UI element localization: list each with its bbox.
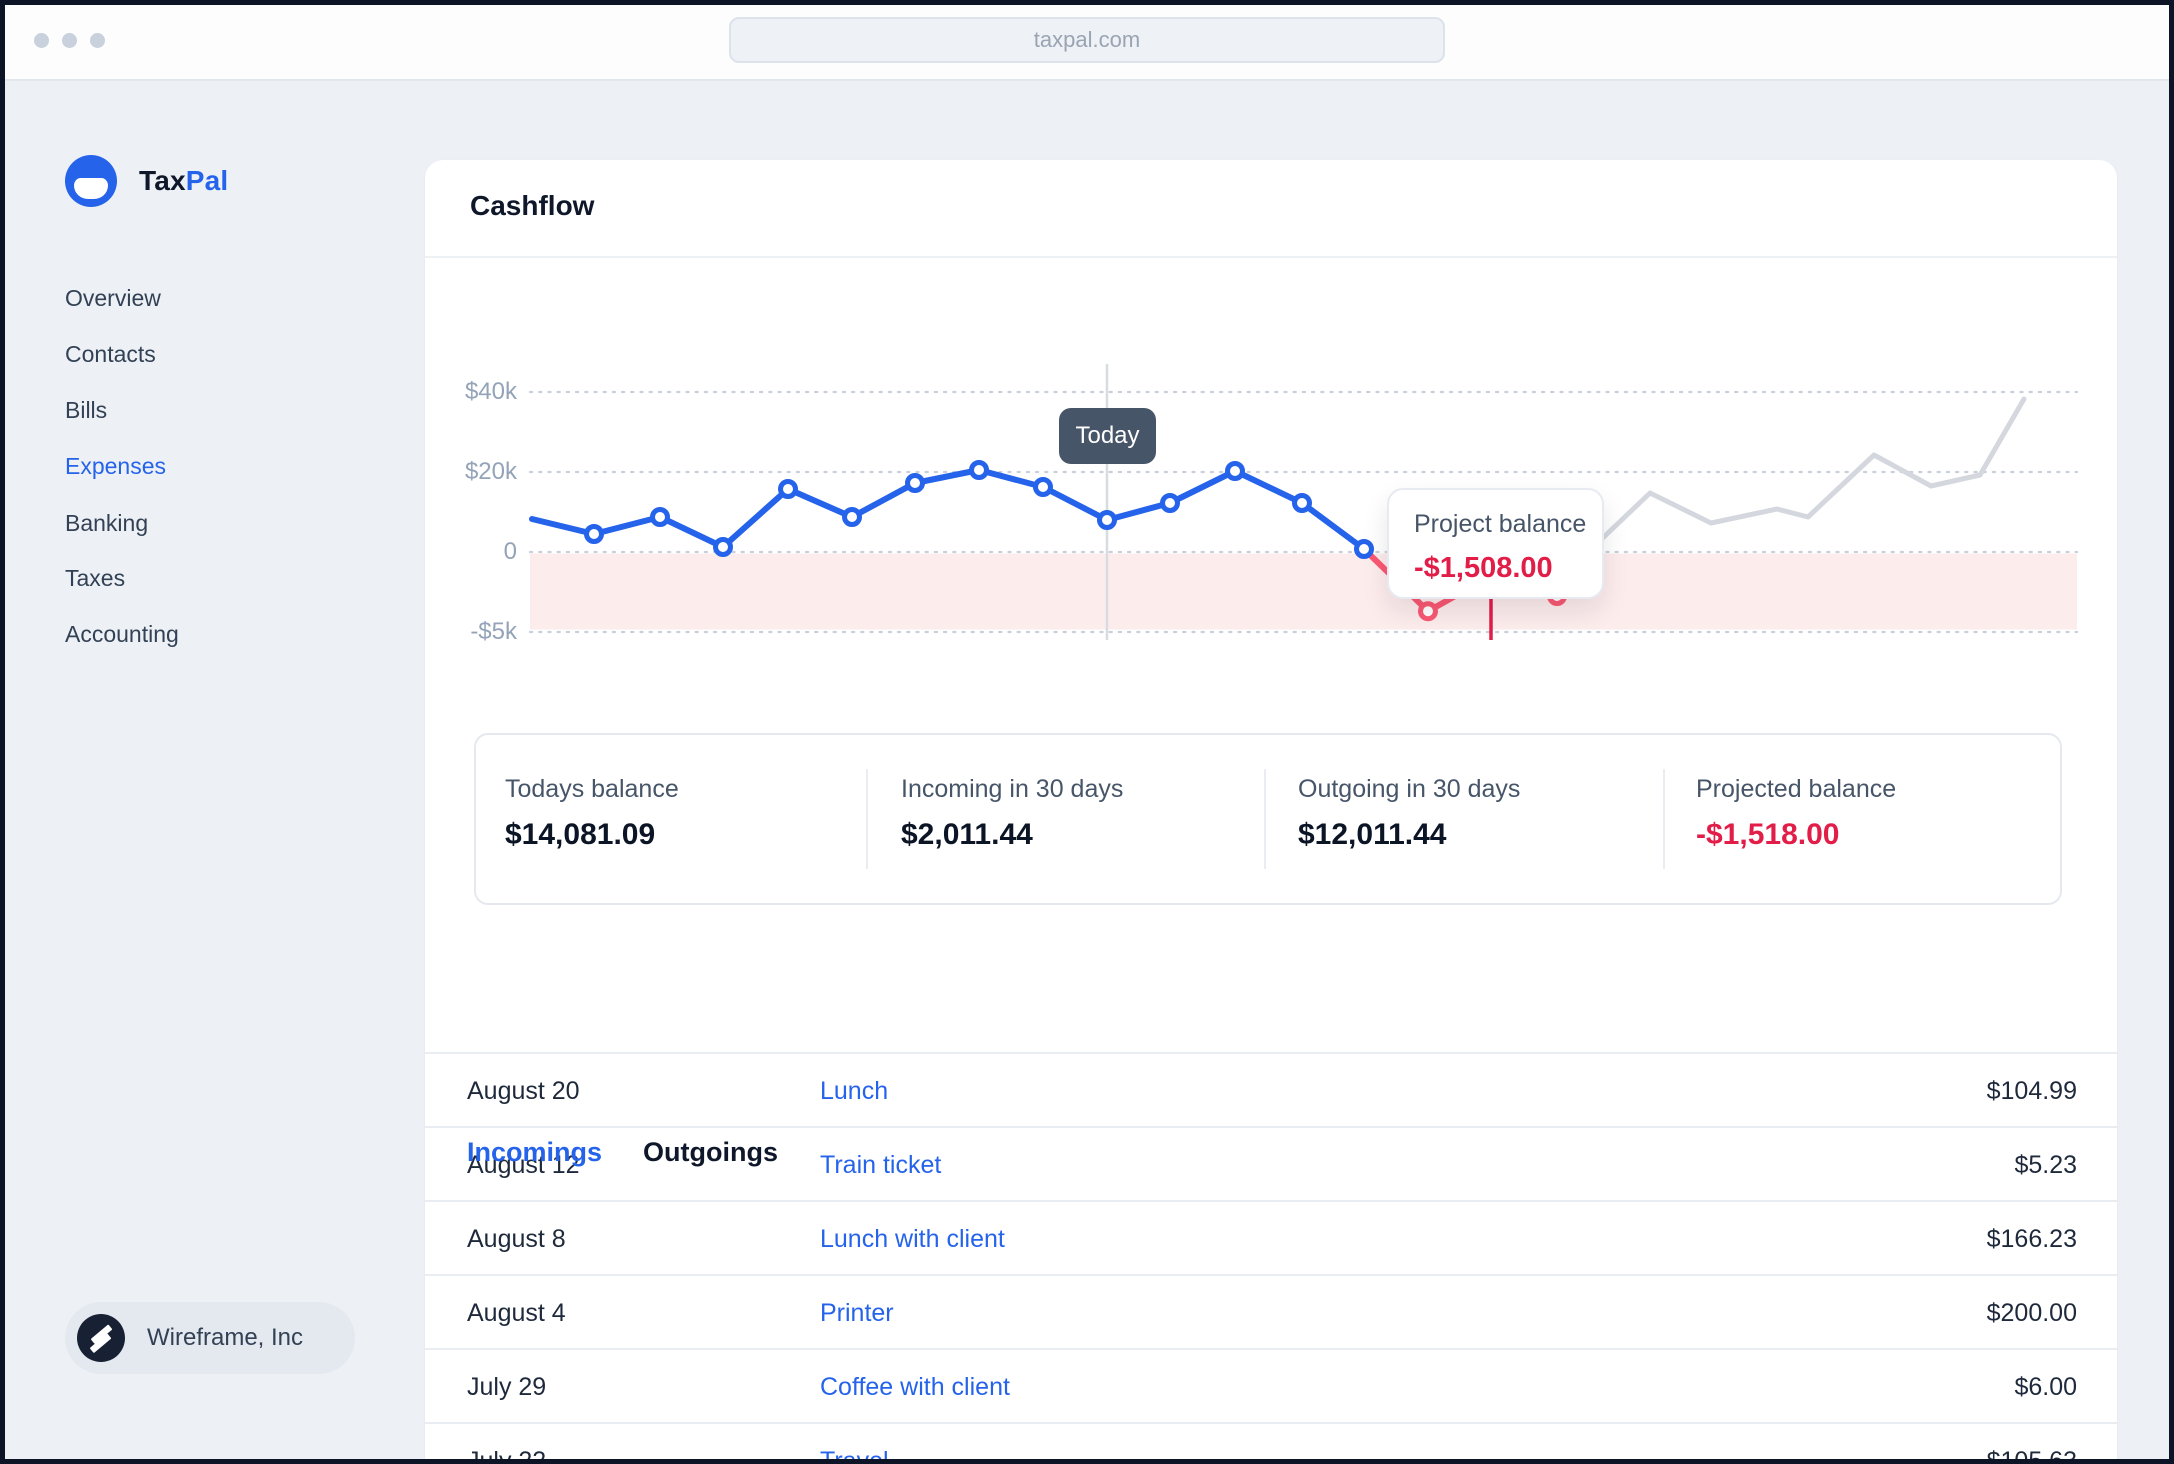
row-amount: $105.63: [1986, 1446, 2077, 1464]
stat-label: Incoming in 30 days: [901, 775, 1124, 803]
org-logo-icon: [77, 1314, 125, 1362]
row-date: August 8: [467, 1224, 566, 1253]
row-date: August 12: [467, 1150, 580, 1179]
table-row: July 29 Coffee with client $6.00: [425, 1350, 2117, 1424]
stat-label: Projected balance: [1696, 775, 1897, 803]
row-description-link[interactable]: Lunch: [820, 1076, 889, 1105]
row-amount: $5.23: [2014, 1150, 2077, 1179]
row-amount: $200.00: [1986, 1298, 2077, 1327]
stat-divider: [1663, 769, 1665, 869]
row-date: July 29: [467, 1372, 547, 1401]
browser-chrome: taxpal.com: [0, 0, 2174, 81]
table-row: July 22 Travel $105.63: [425, 1424, 2117, 1464]
card-header: Cashflow: [425, 160, 2117, 258]
address-bar[interactable]: taxpal.com: [729, 17, 1445, 63]
tab-incomings[interactable]: Incomings: [467, 1136, 603, 1167]
project-balance-tooltip: Project balance -$1,508.00: [1387, 488, 1604, 599]
org-name: Wireframe, Inc: [147, 1324, 304, 1351]
row-amount: $104.99: [1986, 1076, 2077, 1105]
sidebar-item-contacts[interactable]: Contacts: [65, 340, 156, 367]
project-balance-label: Project balance: [1414, 510, 1587, 538]
stat-value: -$1,518.00: [1696, 818, 1840, 851]
cashflow-chart[interactable]: $40k $20k 0 -$5k Today Project balance -$1,…: [425, 260, 2117, 680]
stat-label: Outgoing in 30 days: [1298, 775, 1521, 803]
row-amount: $166.23: [1986, 1224, 2077, 1253]
table-row: August 12 Train ticket $5.23: [425, 1128, 2117, 1202]
stat-incoming-in-30-days: Incoming in 30 days $2,011.44: [901, 775, 1123, 852]
sidebar-item-taxes[interactable]: Taxes: [65, 564, 126, 591]
summary-stats: Todays balance $14,081.09 Incoming in 30 d…: [474, 733, 2062, 905]
row-description-link[interactable]: Lunch with client: [820, 1224, 1005, 1253]
org-switcher[interactable]: Wireframe, Inc: [65, 1302, 355, 1374]
sidebar-item-expenses[interactable]: Expenses: [65, 452, 167, 479]
y-axis-tick: $40k: [464, 378, 517, 405]
taxpal-logo-icon: [65, 155, 117, 207]
row-description-link[interactable]: Printer: [820, 1298, 894, 1327]
stat-divider: [1264, 769, 1266, 869]
row-description-link[interactable]: Coffee with client: [820, 1372, 1010, 1401]
window-control-icon[interactable]: [90, 33, 105, 48]
chart-canvas: [528, 364, 2079, 640]
stat-projected-balance: Projected balance -$1,518.00: [1696, 775, 1896, 852]
y-axis-tick: $20k: [464, 458, 517, 485]
cashflow-card: Cashflow $40k $20k 0 -$5k Today Project bal…: [425, 160, 2117, 1464]
address-bar-url: taxpal.com: [1033, 27, 1141, 52]
stat-value: $12,011.44: [1298, 818, 1447, 851]
sidebar-item-accounting[interactable]: Accounting: [65, 620, 179, 647]
table-row: August 4 Printer $200.00: [425, 1276, 2117, 1350]
stat-value: $14,081.09: [505, 818, 656, 851]
y-axis-tick: 0: [503, 538, 517, 565]
window-control-icon[interactable]: [62, 33, 77, 48]
sidebar-item-overview[interactable]: Overview: [65, 284, 161, 311]
brand-name: TaxPal: [139, 165, 229, 196]
table-row: August 20 Lunch $104.99: [425, 1054, 2117, 1128]
project-balance-value: -$1,508.00: [1414, 552, 1553, 584]
stat-todays-balance: Todays balance $14,081.09: [505, 775, 679, 852]
stat-outgoing-in-30-days: Outgoing in 30 days $12,011.44: [1298, 775, 1520, 852]
row-description-link[interactable]: Train ticket: [820, 1150, 942, 1179]
stat-label: Todays balance: [505, 775, 679, 803]
tab-outgoings[interactable]: Outgoings: [643, 1136, 778, 1167]
stat-value: $2,011.44: [901, 818, 1033, 851]
window-control-icon[interactable]: [34, 33, 49, 48]
row-date: August 4: [467, 1298, 566, 1327]
row-description-link[interactable]: Travel: [820, 1446, 889, 1464]
today-marker-tooltip: Today: [1059, 408, 1156, 464]
row-date: July 22: [467, 1446, 547, 1464]
row-amount: $6.00: [2014, 1372, 2077, 1401]
table-row: August 8 Lunch with client $166.23: [425, 1202, 2117, 1276]
sidebar-item-banking[interactable]: Banking: [65, 509, 149, 536]
transactions-table: August 20 Lunch $104.99 August 12 Train tick…: [425, 1052, 2117, 1464]
stat-divider: [866, 769, 868, 869]
y-axis-tick: -$5k: [470, 618, 517, 645]
brand[interactable]: TaxPal: [65, 155, 228, 207]
page-title: Cashflow: [470, 190, 595, 221]
sidebar-item-bills[interactable]: Bills: [65, 396, 108, 423]
row-date: August 20: [467, 1076, 580, 1105]
